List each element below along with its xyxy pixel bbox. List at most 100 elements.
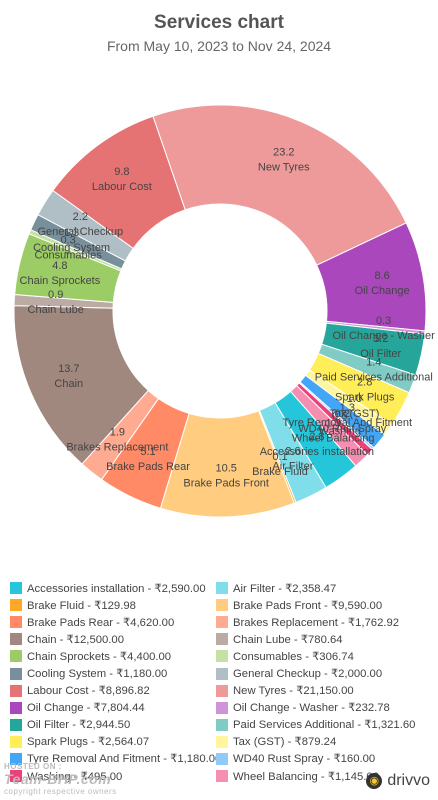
slice-percent-spark-plugs: 2.8 <box>357 376 372 388</box>
legend-label: Spark Plugs - ₹2,564.07 <box>27 736 150 749</box>
slice-label-paid-services-additional: Paid Services Additional <box>315 371 433 383</box>
slice-label-chain: Chain <box>54 378 83 390</box>
slice-percent-wd40-rust-spray: 0.2 <box>335 408 350 420</box>
chart-title: Services chart <box>154 12 284 33</box>
legend-swatch <box>10 599 22 612</box>
legend-item-paid-services-additional[interactable]: Paid Services Additional - ₹1,321.60 <box>216 717 422 733</box>
legend-label: Chain - ₹12,500.00 <box>27 633 124 646</box>
legend-label: Air Filter - ₹2,358.47 <box>233 582 337 595</box>
legend-item-labour-cost[interactable]: Labour Cost - ₹8,896.82 <box>10 683 216 699</box>
slice-percent-wheel-balancing: 1.3 <box>326 417 341 429</box>
legend-swatch <box>216 667 228 680</box>
legend-label: Consumables - ₹306.74 <box>233 650 354 663</box>
legend-item-wheel-balancing[interactable]: Wheel Balancing - ₹1,145.00 <box>216 768 422 784</box>
slice-label-new-tyres: New Tyres <box>258 161 310 173</box>
legend-swatch <box>216 616 228 629</box>
slice-label-chain-sprockets: Chain Sprockets <box>20 275 101 287</box>
legend-item-brake-pads-front[interactable]: Brake Pads Front - ₹9,590.00 <box>216 597 422 613</box>
legend-label: Tax (GST) - ₹879.24 <box>233 736 337 749</box>
legend-item-cooling-system[interactable]: Cooling System - ₹1,180.00 <box>10 665 216 681</box>
legend-label: Oil Change - Washer - ₹232.78 <box>233 702 390 715</box>
legend-item-oil-change[interactable]: Oil Change - ₹7,804.44 <box>10 700 216 716</box>
legend-item-general-checkup[interactable]: General Checkup - ₹2,000.00 <box>216 665 422 681</box>
brand-name: drivvo <box>387 772 430 789</box>
legend-label: General Checkup - ₹2,000.00 <box>233 668 383 681</box>
slice-percent-oil-filter: 3.2 <box>373 333 388 345</box>
slice-label-general-checkup: General Checkup <box>37 226 123 238</box>
legend-item-oil-filter[interactable]: Oil Filter - ₹2,944.50 <box>10 717 216 733</box>
legend-item-spark-plugs[interactable]: Spark Plugs - ₹2,564.07 <box>10 734 216 750</box>
legend-swatch <box>216 684 228 697</box>
legend-swatch <box>216 735 228 748</box>
slice-percent-chain-sprockets: 4.8 <box>52 260 67 272</box>
legend-label: Oil Filter - ₹2,944.50 <box>27 719 131 732</box>
legend-label: New Tyres - ₹21,150.00 <box>233 685 354 698</box>
watermark-copyright: copyright respective owners <box>4 787 117 796</box>
slice-percent-brake-pads-rear: 5.1 <box>140 446 155 458</box>
slice-label-brake-pads-rear: Brake Pads Rear <box>106 461 190 473</box>
legend-label: Tyre Removal And Fitment - ₹1,180.00 <box>27 753 222 766</box>
slice-percent-general-checkup: 2.2 <box>73 211 88 223</box>
legend-label: Brake Fluid - ₹129.98 <box>27 599 136 612</box>
slice-percent-washing: 0.5 <box>332 411 347 423</box>
slice-percent-consumables: 0.3 <box>60 235 75 247</box>
legend-item-brakes-replacement[interactable]: Brakes Replacement - ₹1,762.92 <box>216 614 422 630</box>
legend-swatch <box>10 650 22 663</box>
slice-percent-paid-services-additional: 1.4 <box>366 356 381 368</box>
slice-percent-chain: 13.7 <box>58 363 79 375</box>
watermark-text: Team-BHP.com <box>4 771 112 787</box>
legend-item-oil-change-washer[interactable]: Oil Change - Washer - ₹232.78 <box>216 700 422 716</box>
legend-item-wd40-rust-spray[interactable]: WD40 Rust Spray - ₹160.00 <box>216 751 422 767</box>
donut-hole <box>124 215 316 407</box>
slice-label-oil-change-washer: Oil Change - Washer <box>332 330 435 342</box>
slice-percent-tyre-removal-and-fitment: 1.3 <box>340 402 355 414</box>
slice-label-tax-gst: Tax (GST) <box>329 408 379 420</box>
slice-percent-accessories-installation: 2.8 <box>309 431 324 443</box>
legend-swatch <box>10 701 22 714</box>
slice-percent-chain-lube: 0.9 <box>48 289 63 301</box>
legend-swatch <box>216 599 228 612</box>
slice-percent-labour-cost: 9.8 <box>114 166 129 178</box>
legend-swatch <box>216 582 228 595</box>
legend-item-chain[interactable]: Chain - ₹12,500.00 <box>10 631 216 647</box>
legend-swatch <box>10 582 22 595</box>
slice-label-washing: Washing <box>319 426 361 438</box>
legend-item-chain-sprockets[interactable]: Chain Sprockets - ₹4,400.00 <box>10 648 216 664</box>
slice-label-air-filter: Air Filter <box>272 460 313 472</box>
slice-label-brake-fluid: Brake Fluid <box>252 466 308 478</box>
slice-percent-brake-fluid: 0.1 <box>272 451 287 463</box>
legend-swatch <box>10 667 22 680</box>
chart-subtitle: From May 10, 2023 to Nov 24, 2024 <box>106 38 332 54</box>
legend-swatch <box>216 650 228 663</box>
donut-chart: 23.2 New Tyres 8.6 Oil Change 0.3 Oil Change … <box>13 104 435 518</box>
legend-item-tax-gst[interactable]: Tax (GST) - ₹879.24 <box>216 734 422 750</box>
legend-item-washing[interactable]: Washing - ₹495.00 <box>10 768 216 784</box>
slice-label-wd40-rust-spray: WD40 Rust Spray <box>298 423 387 435</box>
legend-item-brake-pads-rear[interactable]: Brake Pads Rear - ₹4,620.00 <box>10 614 216 630</box>
slice-label-labour-cost: Labour Cost <box>92 181 152 193</box>
legend-item-new-tyres[interactable]: New Tyres - ₹21,150.00 <box>216 683 422 699</box>
legend-swatch <box>216 718 228 731</box>
slice-label-brakes-replacement: Brakes Replacement <box>66 442 168 454</box>
legend-item-chain-lube[interactable]: Chain Lube - ₹780.64 <box>216 631 422 647</box>
legend-label: Labour Cost - ₹8,896.82 <box>27 685 150 698</box>
slice-label-consumables: Consumables <box>34 250 102 262</box>
legend-item-accessories-installation[interactable]: Accessories installation - ₹2,590.00 <box>10 580 216 596</box>
legend-swatch <box>216 770 228 783</box>
legend-item-tyre-removal-and-fitment[interactable]: Tyre Removal And Fitment - ₹1,180.00 <box>10 751 221 767</box>
legend-item-brake-fluid[interactable]: Brake Fluid - ₹129.98 <box>10 597 216 613</box>
legend-swatch <box>216 752 228 765</box>
slice-label-spark-plugs: Spark Plugs <box>335 391 395 403</box>
legend-item-air-filter[interactable]: Air Filter - ₹2,358.47 <box>216 580 422 596</box>
legend-label: Chain Sprockets - ₹4,400.00 <box>27 650 172 663</box>
watermark-hosted: HOSTED ON : <box>4 762 62 771</box>
slice-percent-new-tyres: 23.2 <box>273 146 294 158</box>
legend-label: Brakes Replacement - ₹1,762.92 <box>233 616 400 629</box>
slice-percent-air-filter: 2.6 <box>285 445 300 457</box>
legend-label: Accessories installation - ₹2,590.00 <box>27 582 206 595</box>
legend-item-consumables[interactable]: Consumables - ₹306.74 <box>216 648 422 664</box>
slice-label-wheel-balancing: Wheel Balancing <box>292 432 375 444</box>
legend-swatch <box>10 718 22 731</box>
legend-label: Wheel Balancing - ₹1,145.00 <box>233 770 379 783</box>
legend-label: WD40 Rust Spray - ₹160.00 <box>233 753 376 766</box>
